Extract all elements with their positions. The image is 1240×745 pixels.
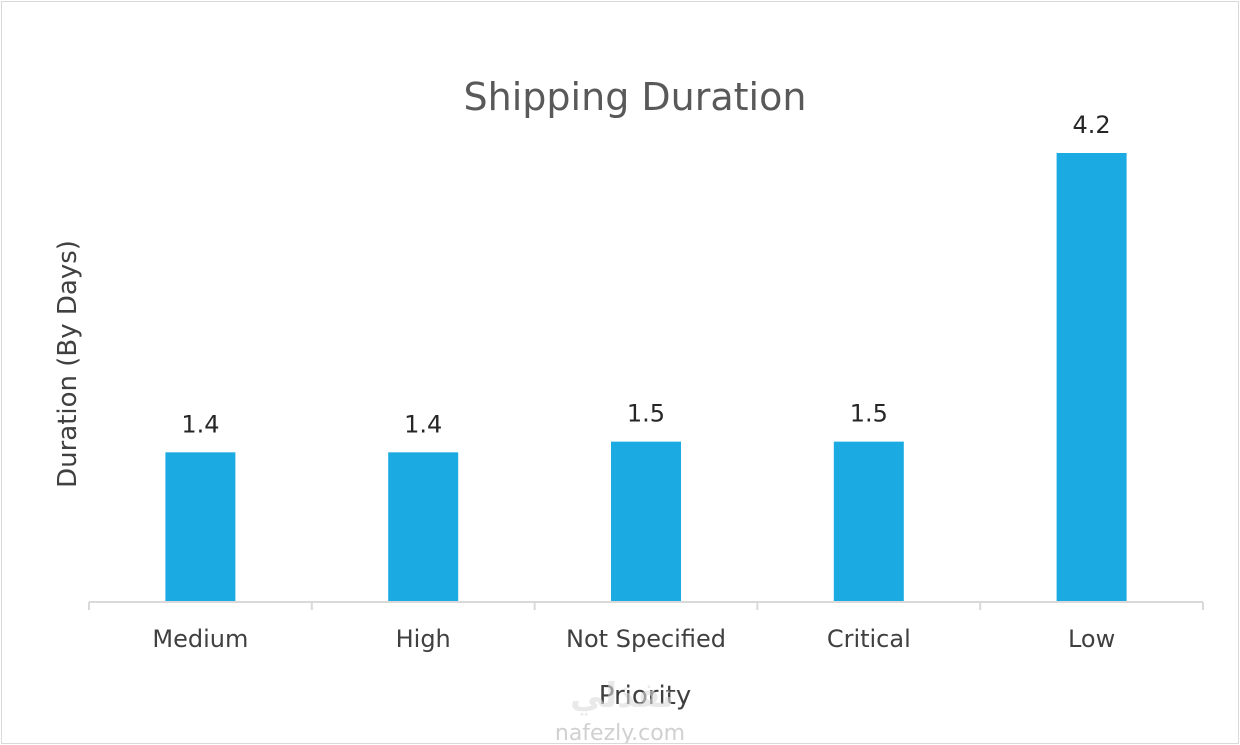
- x-tick-label: Critical: [827, 625, 911, 653]
- x-axis-labels: Medium High Not Specified Critical Low: [152, 625, 1115, 653]
- x-axis-ticks: [88, 602, 1204, 610]
- bar-critical: [833, 441, 904, 602]
- data-labels-group: 1.4 1.4 1.5 1.5 4.2: [181, 111, 1110, 438]
- x-tick-label: Not Specified: [566, 625, 726, 653]
- x-tick-label: Low: [1068, 625, 1115, 653]
- watermark-site: nafezly.com: [555, 721, 685, 743]
- data-label: 1.4: [181, 410, 219, 438]
- data-label: 1.5: [627, 400, 665, 428]
- bars-group: [165, 153, 1127, 602]
- data-label: 1.5: [850, 400, 888, 428]
- bar-not-specified: [611, 441, 681, 602]
- x-tick-label: High: [396, 625, 451, 653]
- watermark-logo: نفذلي: [570, 676, 674, 716]
- bar-high: [388, 452, 459, 602]
- data-label: 4.2: [1073, 111, 1111, 139]
- x-axis-title: Priority: [599, 681, 692, 711]
- data-label: 1.4: [404, 410, 442, 438]
- y-axis-title: Duration (By Days): [53, 240, 83, 488]
- x-tick-label: Medium: [152, 625, 248, 653]
- bar-medium: [165, 452, 236, 602]
- bar-low: [1056, 153, 1127, 602]
- chart-title: Shipping Duration: [464, 75, 807, 119]
